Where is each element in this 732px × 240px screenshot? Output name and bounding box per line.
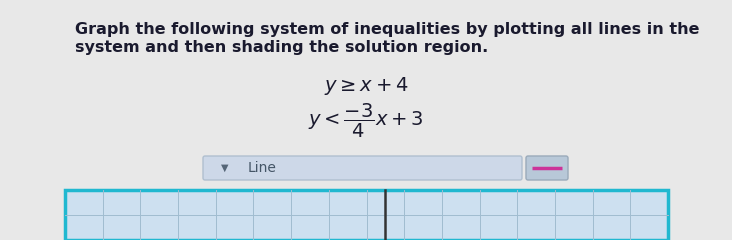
- Bar: [65, 190, 668, 240]
- FancyBboxPatch shape: [526, 156, 568, 180]
- Text: system and then shading the solution region.: system and then shading the solution reg…: [75, 40, 488, 55]
- Text: $y \geq x+4$: $y \geq x+4$: [324, 75, 408, 97]
- Text: Graph the following system of inequalities by plotting all lines in the: Graph the following system of inequaliti…: [75, 22, 700, 37]
- FancyBboxPatch shape: [203, 156, 522, 180]
- Text: ▼: ▼: [221, 163, 228, 173]
- Text: Line: Line: [248, 161, 277, 175]
- Text: $y < \dfrac{-3}{4}x+3$: $y < \dfrac{-3}{4}x+3$: [308, 102, 424, 140]
